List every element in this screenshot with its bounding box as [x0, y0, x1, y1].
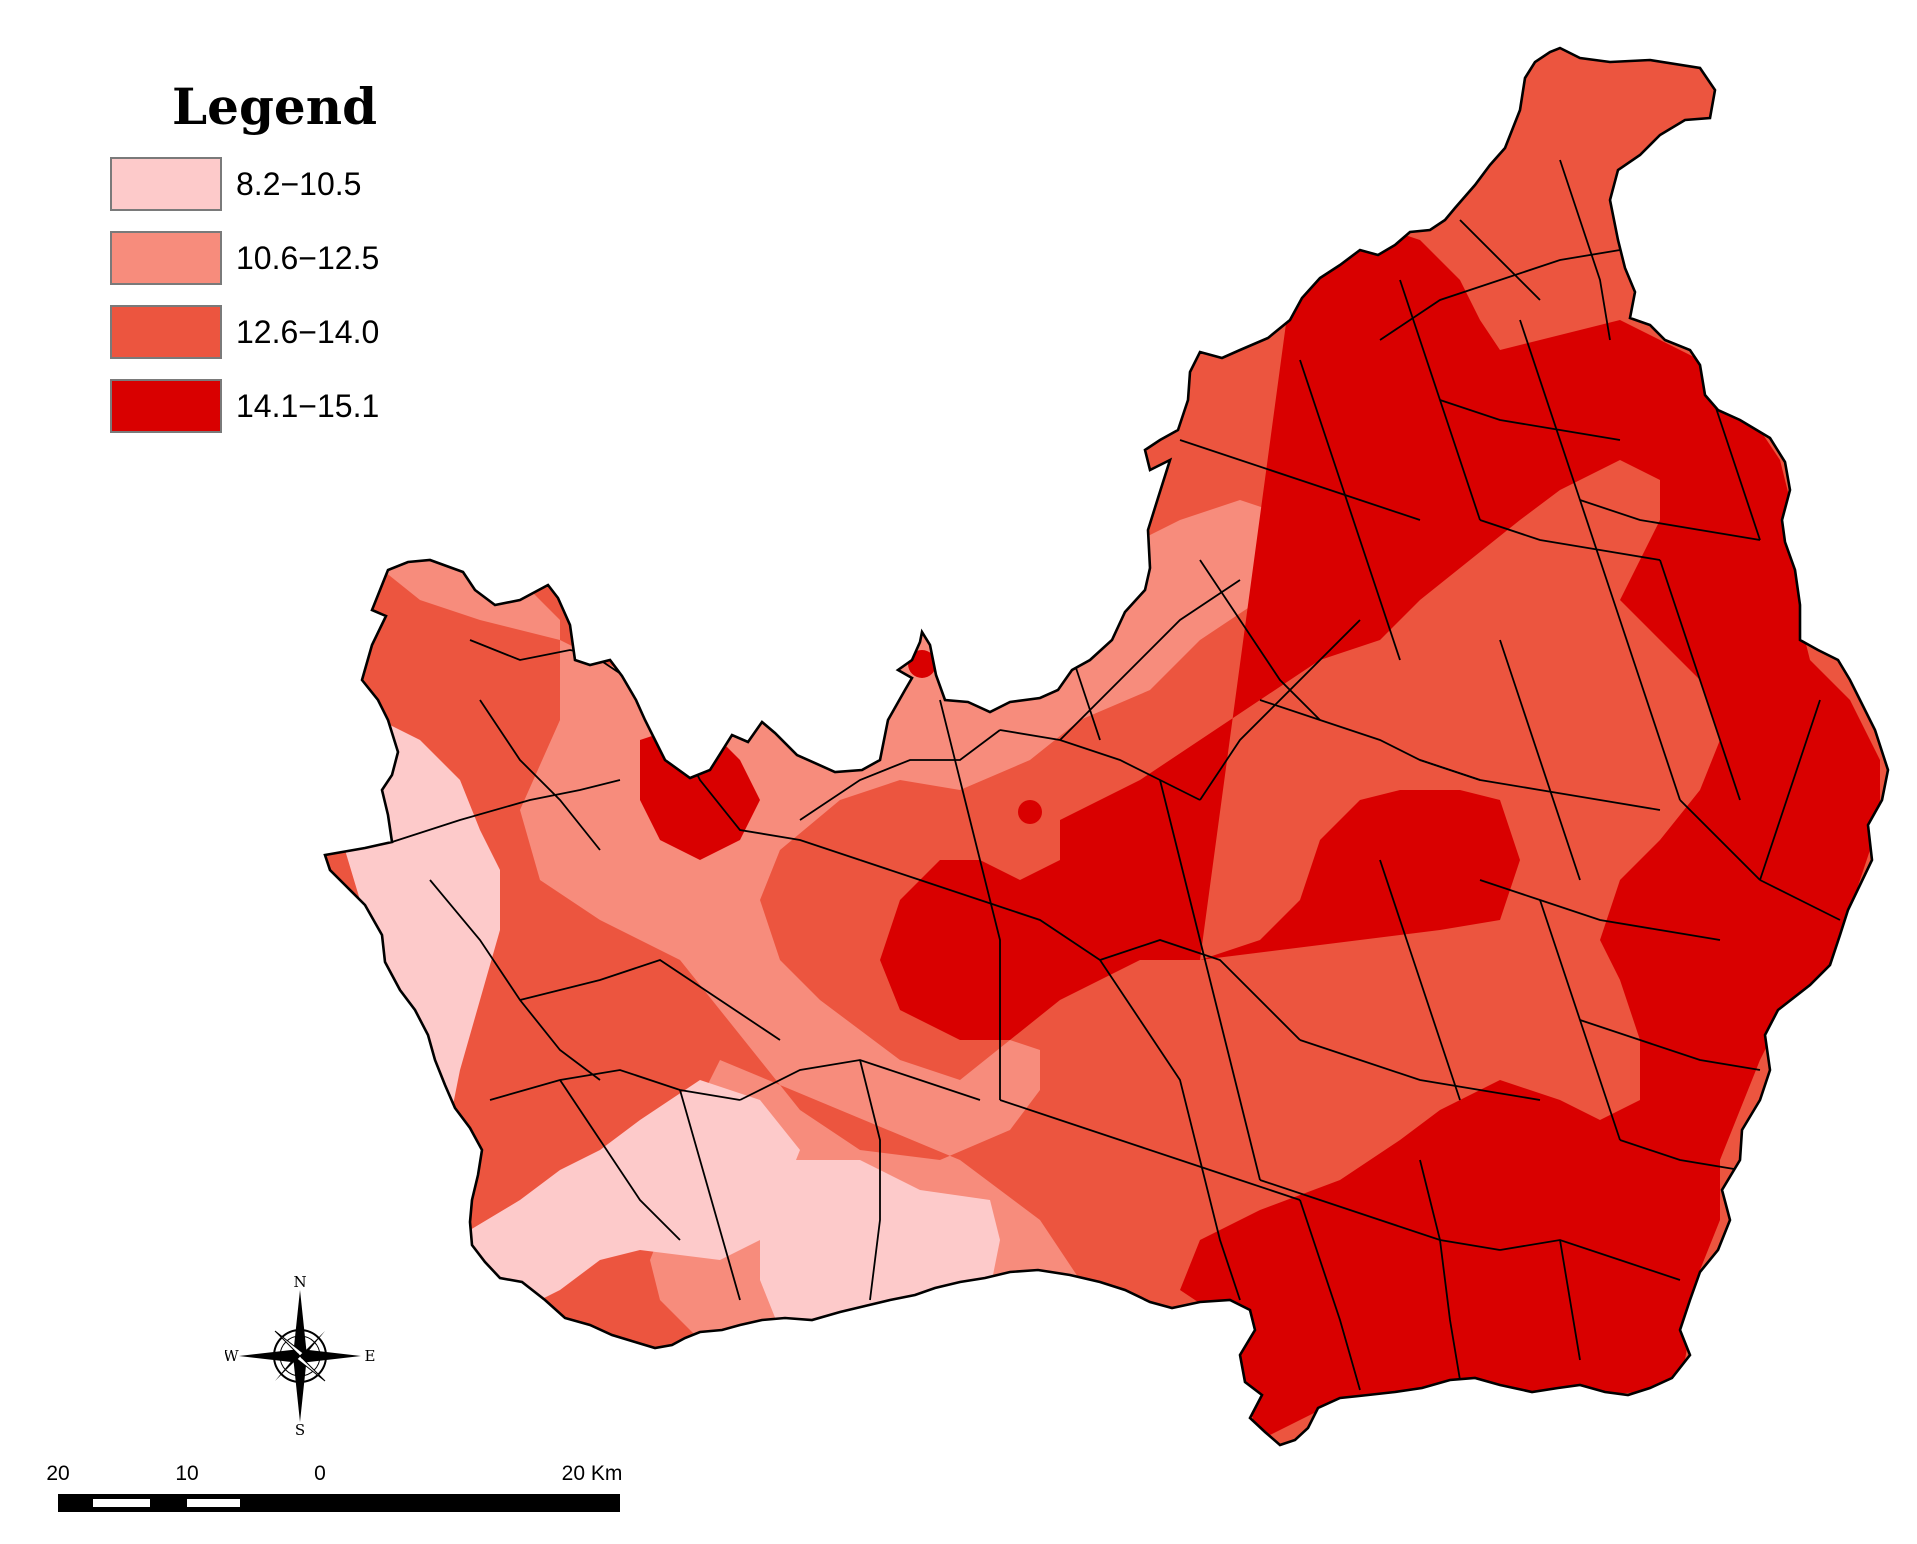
legend-label: 10.6−12.5 [236, 239, 380, 276]
compass-s-label: S [295, 1421, 305, 1436]
scale-label: 20 Km [562, 1462, 623, 1485]
zone-14.1-15.1-east [880, 220, 1880, 1440]
legend: Legend 8.2−10.5 10.6−12.5 12.6−14.0 14.1… [110, 82, 530, 452]
legend-label: 8.2−10.5 [236, 165, 362, 202]
zone-8.2-10.5 [325, 680, 1000, 1330]
scale-bar-segment [187, 1499, 240, 1507]
legend-swatch [110, 231, 222, 285]
compass-diag-icon [300, 1331, 325, 1359]
legend-title: Legend [172, 77, 378, 136]
scale-bar-base [58, 1494, 620, 1512]
legend-swatch [110, 157, 222, 211]
legend-label: 14.1−15.1 [236, 387, 380, 424]
compass-e-label: E [365, 1347, 375, 1365]
compass-n-label: N [293, 1276, 306, 1291]
municipality-boundaries [391, 159, 1841, 1391]
compass-w-label: W [225, 1347, 239, 1365]
scale-label: 20 [46, 1462, 69, 1485]
legend-item: 12.6−14.0 [110, 304, 530, 360]
legend-item: 10.6−12.5 [110, 230, 530, 286]
scale-bar-segment [93, 1499, 150, 1507]
zone-14.1-15.1-dot [1018, 800, 1042, 824]
legend-swatch [110, 305, 222, 359]
legend-item: 14.1−15.1 [110, 378, 530, 434]
compass-diag-icon [275, 1353, 300, 1381]
legend-swatch [110, 379, 222, 433]
zone-10.6-12.5 [350, 500, 1320, 1340]
legend-label: 12.6−14.0 [236, 313, 380, 350]
north-arrow-compass: N S E W [225, 1276, 375, 1436]
scale-label: 10 [175, 1462, 198, 1485]
zone-14.1-15.1-enclave [908, 650, 936, 678]
scale-label: 0 [314, 1462, 326, 1485]
legend-item: 8.2−10.5 [110, 156, 530, 212]
scale-bar: 20 10 0 20 Km [46, 1462, 623, 1512]
